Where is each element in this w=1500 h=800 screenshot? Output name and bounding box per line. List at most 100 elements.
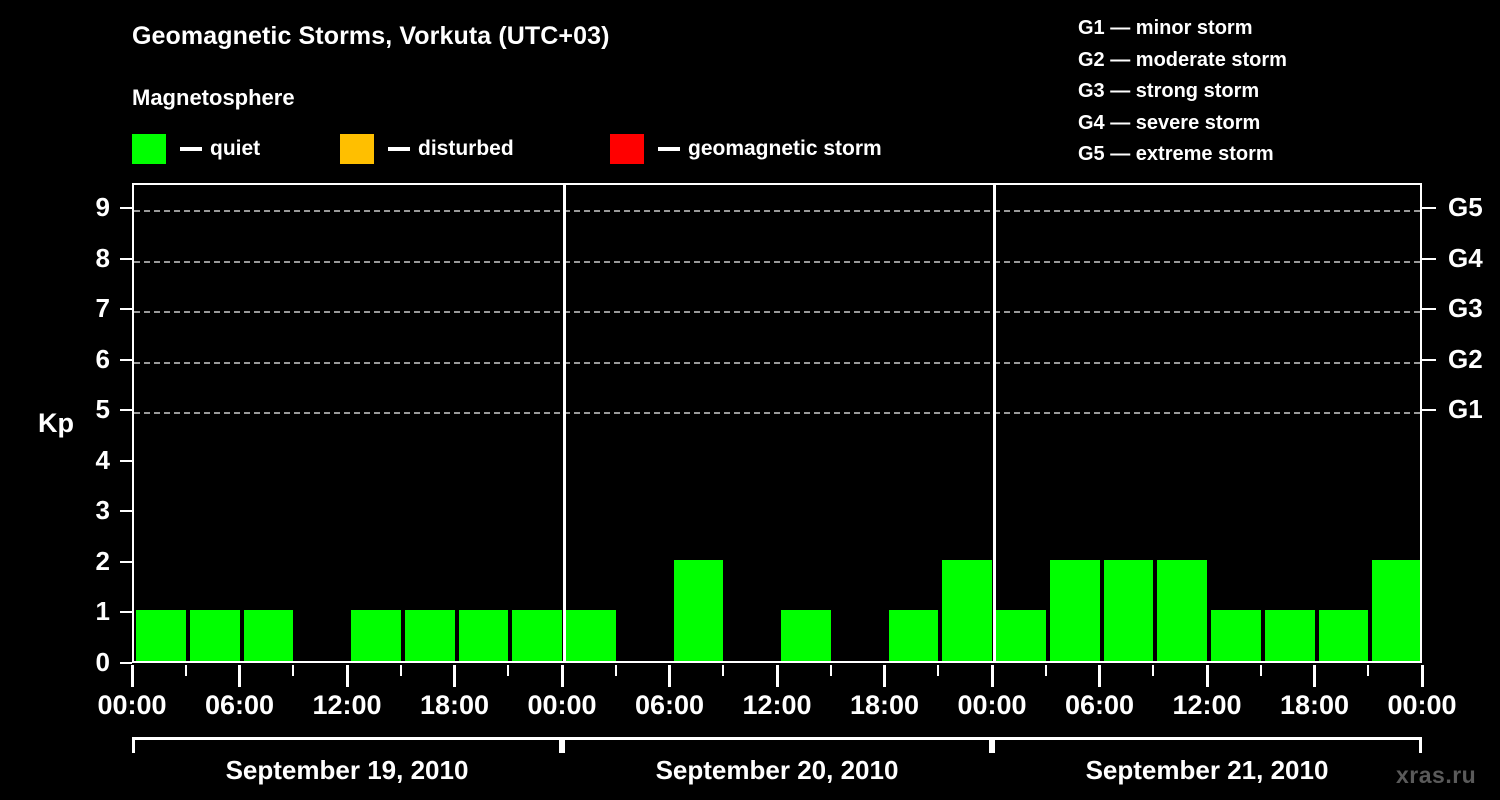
y-tick-label-3: 3 [95, 495, 110, 526]
quiet-swatch [132, 134, 166, 164]
legend-dash-icon [180, 147, 202, 151]
y-tick-mark-2 [120, 560, 132, 563]
day-bracket-2 [562, 737, 992, 753]
x-tick-minor [722, 665, 725, 676]
x-tick-minor [184, 665, 187, 676]
bar [243, 610, 294, 661]
x-tick-label-7: 18:00 [849, 690, 920, 720]
y-tick-label-0: 0 [95, 647, 110, 677]
legend-item-label: disturbed [418, 137, 514, 160]
page-title: Geomagnetic Storms, Vorkuta (UTC+03) [132, 22, 610, 50]
gridline-kp-5 [134, 412, 1420, 415]
x-tick-label-4: 00:00 [527, 690, 597, 720]
x-tick-label-5: 06:00 [634, 690, 705, 720]
day-bracket-1 [132, 737, 562, 753]
y-tick-mark-1 [120, 611, 132, 614]
g-tick-mark-G3 [1422, 308, 1436, 311]
x-tick-label-0: 00:00 [97, 690, 167, 720]
x-tick-major [990, 665, 994, 687]
gscale-row-1: G1 — minor storm [1078, 17, 1253, 39]
y-tick-mark-3 [120, 510, 132, 513]
bar [1157, 559, 1207, 661]
gridline-kp-8 [134, 260, 1420, 263]
legend-dash-icon [388, 147, 410, 151]
x-tick-major [883, 665, 886, 687]
y-tick-label-4: 4 [95, 444, 110, 475]
g-tick-label-G3: G3 [1448, 293, 1483, 324]
bar [1318, 610, 1369, 661]
g-tick-mark-G2 [1422, 358, 1436, 361]
x-tick-minor [1152, 665, 1155, 676]
y-tick-label-5: 5 [95, 394, 110, 425]
x-tick-major [238, 665, 241, 687]
y-tick-label-9: 9 [95, 192, 110, 223]
watermark: xras.ru [1396, 762, 1477, 788]
day-bracket-3 [992, 737, 1422, 753]
y-tick-mark-6 [120, 358, 132, 361]
x-tick-label-2: 12:00 [312, 690, 382, 720]
x-tick-label-6: 12:00 [742, 690, 812, 720]
x-tick-label-11: 18:00 [1279, 690, 1350, 720]
x-tick-minor [292, 665, 295, 676]
legend-item-label: quiet [210, 137, 261, 160]
y-tick-mark-9 [120, 207, 132, 210]
chart-plot-area [132, 183, 1422, 663]
legend-dash-icon [658, 147, 680, 151]
bar [942, 559, 992, 661]
storm-swatch [610, 134, 644, 164]
day-label-3: September 21, 2010 [1085, 755, 1329, 785]
day-divider-2 [992, 185, 996, 661]
bar [189, 610, 240, 661]
x-tick-label-9: 06:00 [1064, 690, 1135, 720]
x-tick-major [345, 665, 349, 687]
gscale-row-3: G3 — strong storm [1078, 80, 1260, 102]
x-tick-major [775, 665, 779, 687]
y-axis-label: Kp [38, 408, 74, 438]
bar [566, 610, 616, 661]
g-tick-label-G4: G4 [1448, 242, 1483, 273]
x-tick-label-8: 00:00 [957, 690, 1027, 720]
y-tick-mark-8 [120, 257, 132, 260]
x-tick-major [453, 665, 456, 687]
g-tick-label-G1: G1 [1448, 394, 1483, 425]
x-tick-label-1: 06:00 [204, 690, 275, 720]
x-tick-minor [829, 665, 832, 676]
y-tick-mark-7 [120, 308, 132, 311]
x-tick-minor [507, 665, 510, 676]
y-tick-label-8: 8 [95, 242, 110, 273]
day-label-1: September 19, 2010 [225, 755, 469, 785]
x-tick-major [1420, 665, 1424, 687]
magnetosphere-section-label: Magnetosphere [132, 85, 295, 110]
x-tick-minor [399, 665, 402, 676]
x-tick-minor [1259, 665, 1262, 676]
bar [1049, 559, 1100, 661]
x-tick-minor [1367, 665, 1370, 676]
y-tick-label-7: 7 [95, 293, 110, 324]
bar [512, 610, 562, 661]
y-tick-label-1: 1 [95, 596, 110, 627]
x-tick-major [560, 665, 564, 687]
bar [888, 610, 939, 661]
y-tick-mark-5 [120, 409, 132, 412]
x-tick-label-3: 18:00 [419, 690, 490, 720]
x-tick-minor [1044, 665, 1047, 676]
x-tick-label-12: 00:00 [1387, 690, 1457, 720]
legend-item-0: quiet [132, 134, 260, 164]
x-tick-major [130, 665, 134, 687]
bar [404, 610, 455, 661]
disturbed-swatch [340, 134, 374, 164]
bar [781, 610, 831, 661]
legend-item-1: disturbed [340, 134, 514, 164]
g-tick-mark-G4 [1422, 257, 1436, 260]
y-tick-mark-0 [120, 662, 132, 664]
gridline-kp-9 [134, 210, 1420, 213]
x-tick-label-10: 12:00 [1172, 690, 1242, 720]
bar [1103, 559, 1154, 661]
gridline-kp-6 [134, 361, 1420, 364]
x-tick-major [668, 665, 671, 687]
day-divider-1 [562, 185, 566, 661]
gridline-kp-7 [134, 311, 1420, 314]
y-tick-label-6: 6 [95, 343, 110, 374]
y-tick-label-2: 2 [95, 545, 110, 576]
bar [458, 610, 509, 661]
